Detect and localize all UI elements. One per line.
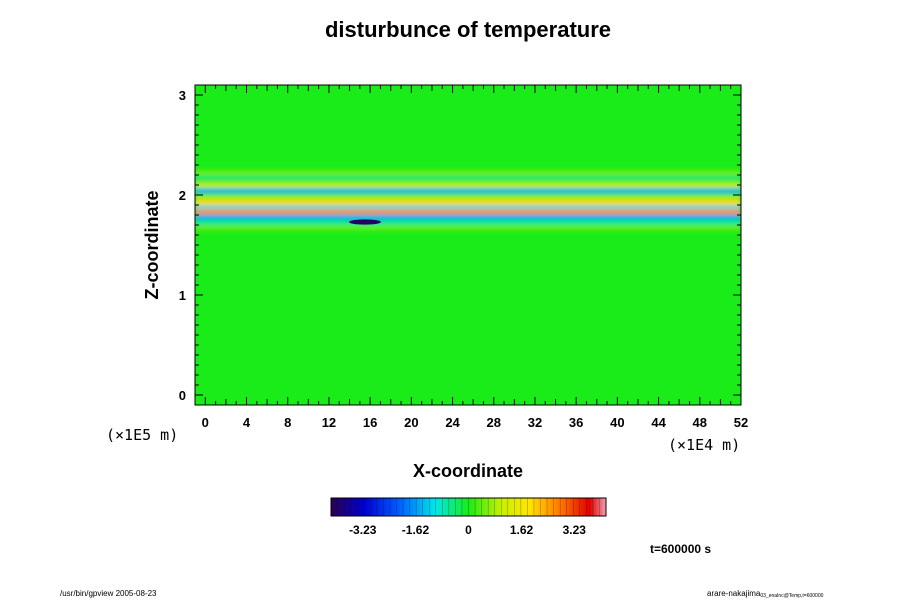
colorbar: -3.23 -1.62 0 1.62 3.23 [330,497,607,537]
chart-title: disturbunce of temperature [325,17,611,42]
y-tick-label: 3 [179,88,186,103]
y-axis-title: Z-coordinate [142,190,162,299]
footer-left: /usr/bin/gpview 2005-08-23 [60,589,157,598]
x-tick-label: 4 [243,415,251,430]
x-tick-label: 8 [284,415,291,430]
colorbar-tick-label: 3.23 [563,523,587,537]
x-tick-label: 28 [487,415,501,430]
colorbar-tick-label: 0 [465,523,472,537]
footer-right-main: arare-nakajima [707,589,761,598]
z-unit-label: (×1E5 m) [106,426,178,444]
temperature-field-background [195,85,741,405]
cold-spot [348,219,381,225]
x-tick-label: 36 [569,415,583,430]
disturbance-band [195,195,741,201]
disturbance-band [195,220,741,226]
x-tick-label: 40 [610,415,624,430]
colorbar-tick-label: -3.23 [349,523,377,537]
y-tick-label: 0 [179,388,186,403]
disturbance-band [195,200,741,206]
x-tick-label: 12 [322,415,336,430]
x-unit-label: (×1E4 m) [668,436,740,454]
plot-area [195,85,741,405]
disturbance-band [195,182,741,188]
x-tick-label: 0 [202,415,209,430]
disturbance-band [195,175,741,181]
x-tick-label: 20 [404,415,418,430]
disturbance-band [195,205,741,211]
disturbance-band [195,214,741,220]
time-label: t=600000 s [650,542,711,556]
x-tick-label: 16 [363,415,377,430]
disturbance-band [195,225,741,231]
x-tick-label: 24 [445,415,460,430]
disturbance-band [195,170,741,176]
footer-right-sub: 03_enaInc@Temp,t=600000 [760,593,823,599]
x-tick-label: 52 [734,415,748,430]
x-tick-label: 44 [651,415,666,430]
footer-right: arare-nakajima03_enaInc@Temp,t=600000 [707,589,824,599]
x-tick-label: 32 [528,415,542,430]
disturbance-band [195,209,741,215]
y-tick-label: 2 [179,188,186,203]
x-axis-title: X-coordinate [413,461,523,481]
colorbar-tick-label: 1.62 [510,523,534,537]
x-tick-label: 48 [693,415,707,430]
colorbar-tick-label: -1.62 [402,523,430,537]
y-tick-label: 1 [179,288,186,303]
disturbance-band [195,188,741,194]
